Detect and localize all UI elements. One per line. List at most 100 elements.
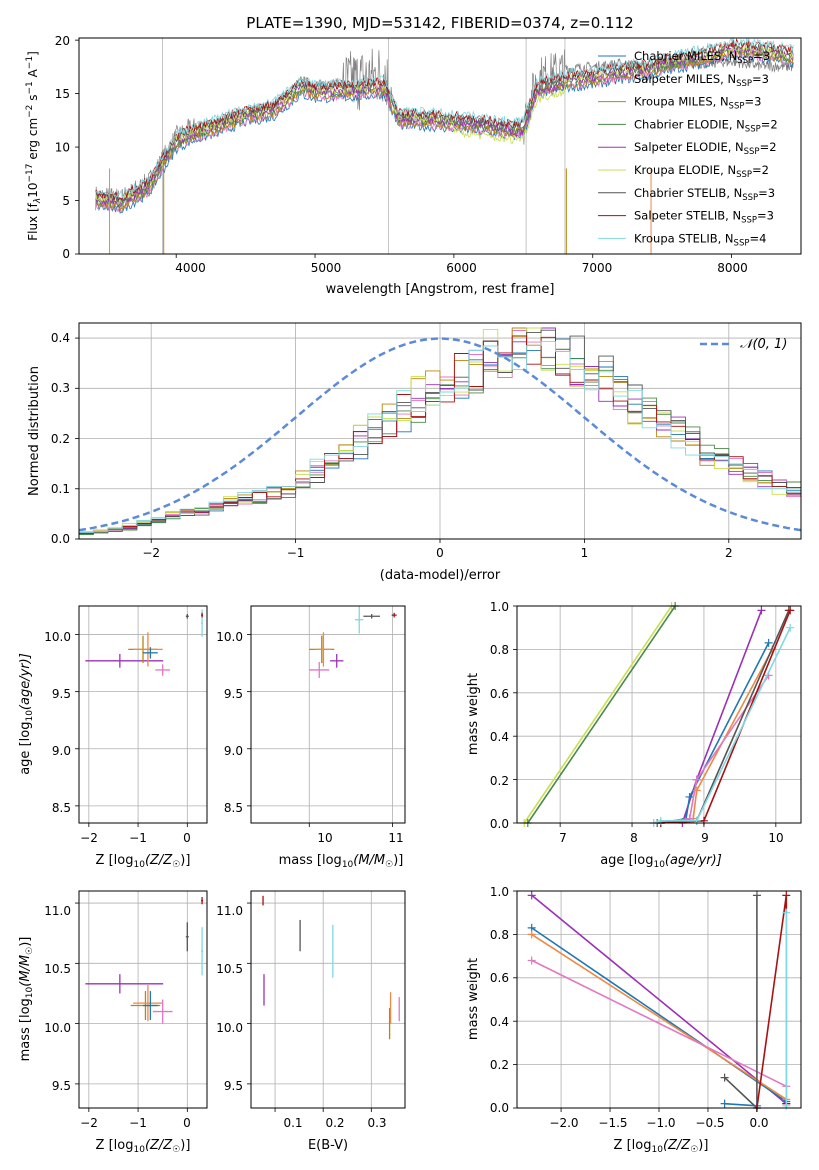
error-bar-point <box>355 606 364 634</box>
mass-weight-marker <box>692 775 701 784</box>
model-spectrum <box>95 41 794 203</box>
spectrum-y-tick: 20 <box>55 34 70 48</box>
mass-weight-line <box>531 894 787 1105</box>
error-bar-point <box>143 647 158 659</box>
y-axis-label: age [log10(age/yr)] <box>18 653 35 775</box>
mass-weight-marker <box>720 1073 729 1082</box>
residual-x-tick: 2 <box>725 546 733 560</box>
residual-x-ticks: −2 −1 0 1 2 <box>142 546 732 560</box>
error-bar-point <box>201 612 204 618</box>
y-tick: 1.0 <box>490 885 509 899</box>
spectrum-x-ticks: 4000 5000 6000 7000 8000 <box>175 261 748 275</box>
mass-weight-line <box>527 605 676 824</box>
mass-weight-marker <box>786 623 795 632</box>
error-bar-point <box>363 613 381 619</box>
mass-vs-metallicity-panel: −2 −1 0 9.5 10.0 10.5 11.0 Z [log10(Z/Z☉… <box>18 890 208 1155</box>
residual-y-ticks: 0.0 0.1 0.2 0.3 0.4 <box>51 331 70 546</box>
error-bar-point <box>152 999 173 1024</box>
spectrum-panel: 4000 5000 6000 7000 8000 0 5 10 15 20 wa… <box>25 34 802 297</box>
ylabel-part: −1 <box>25 56 35 69</box>
y-tick: 0.2 <box>490 774 509 788</box>
x-tick: −2 <box>80 1116 98 1130</box>
error-bar-point <box>133 632 163 667</box>
legend-label: Salpeter MILES, NSSP=3 <box>634 72 769 89</box>
model-spectrum <box>95 45 794 208</box>
x-tick: −1.5 <box>598 1116 627 1130</box>
x-tick: 0.2 <box>325 1116 344 1130</box>
spectrum-y-tick: 5 <box>62 194 70 208</box>
x-tick: −1.0 <box>646 1116 675 1130</box>
y-tick: 0.6 <box>490 687 509 701</box>
model-spectrum <box>95 48 794 212</box>
error-bar-point <box>85 974 164 994</box>
x-tick: −2 <box>80 831 98 845</box>
y-tick: 0.2 <box>490 1058 509 1072</box>
y-tick: 9.0 <box>224 744 243 758</box>
residual-panel: −2 −1 0 1 2 0.0 0.1 0.2 0.3 0.4 (data-mo… <box>27 322 802 583</box>
spectrum-series <box>95 37 794 254</box>
legend-label: Kroupa ELODIE, NSSP=2 <box>634 163 769 180</box>
error-bar-point <box>155 664 171 676</box>
residual-y-tick: 0.1 <box>51 482 70 496</box>
mass-weight-line <box>531 933 787 1100</box>
ylabel-part: ] <box>26 51 40 56</box>
mass-weight-line <box>531 959 787 1088</box>
x-tick: 9 <box>701 831 709 845</box>
ylabel-part: s <box>26 95 40 105</box>
error-bar-point <box>330 653 344 668</box>
y-tick: 8.5 <box>52 801 71 815</box>
y-tick: 11.0 <box>216 904 243 918</box>
residual-x-tick: −2 <box>142 546 160 560</box>
mass-weight-line <box>523 605 673 824</box>
residual-histogram <box>79 327 801 533</box>
legend-label: Chabrier MILES, NSSP=3 <box>634 49 770 66</box>
massweight-vs-age-panel: 7 8 9 10 0.0 0.2 0.4 0.6 0.8 1.0 age [lo… <box>466 600 802 870</box>
mass-vs-ebv-panel: 0.1 0.2 0.3 9.5 10.0 10.5 11.0 E(B-V) <box>216 890 406 1153</box>
y-tick: 0.0 <box>490 817 509 831</box>
y-tick: 10.0 <box>44 1021 71 1035</box>
y-tick: 10.0 <box>216 1021 243 1035</box>
error-bar-point <box>133 985 163 1022</box>
y-tick: 10.0 <box>44 630 71 644</box>
error-bar-point <box>315 632 332 667</box>
y-tick: 0.8 <box>490 928 509 942</box>
mass-weight-marker <box>685 792 694 801</box>
spectrum-y-tick: 10 <box>55 141 70 155</box>
y-tick: 8.5 <box>224 801 243 815</box>
ylabel-part: −17 <box>25 164 35 183</box>
x-tick: 10 <box>768 831 783 845</box>
residual-y-label: Normed distribution <box>27 366 42 496</box>
residual-y-tick: 0.2 <box>51 432 70 446</box>
error-bar-point <box>185 922 189 952</box>
y-tick: 10.5 <box>216 962 243 976</box>
x-tick: 11 <box>388 831 403 845</box>
y-axis-label: mass weight <box>466 958 481 1040</box>
ylabel-part: −2 <box>25 105 35 118</box>
mass-weight-marker <box>764 638 773 647</box>
spectrum-x-tick: 6000 <box>446 261 477 275</box>
residual-y-tick: 0.4 <box>51 331 70 345</box>
x-tick: 0.1 <box>283 1116 302 1130</box>
residual-x-tick: 0 <box>436 546 444 560</box>
legend-label: Salpeter ELODIE, NSSP=2 <box>634 140 777 157</box>
residual-histogram <box>79 329 801 535</box>
mass-weight-line <box>724 1102 757 1107</box>
spectrum-x-label: wavelength [Angstrom, rest frame] <box>326 282 555 297</box>
spectrum-x-tick: 7000 <box>582 261 613 275</box>
y-tick: 0.4 <box>490 730 509 744</box>
y-tick: 1.0 <box>490 600 509 614</box>
legend-label: Kroupa MILES, NSSP=3 <box>634 95 761 112</box>
legend-label: Salpeter STELIB, NSSP=3 <box>634 209 774 226</box>
spectrum-legend: Chabrier MILES, NSSP=3 Salpeter MILES, NS… <box>598 49 778 248</box>
x-tick: −1 <box>129 1116 147 1130</box>
y-tick: 10.5 <box>44 962 71 976</box>
ylabel-part: A <box>26 68 40 81</box>
age-vs-metallicity-panel: −2 −1 0 8.5 9.0 9.5 10.0 Z [log10(Z/Z☉)]… <box>18 605 208 870</box>
x-tick: 0 <box>183 831 191 845</box>
x-tick: 0.3 <box>367 1116 386 1130</box>
x-tick: −0.5 <box>695 1116 724 1130</box>
error-bar-point <box>143 991 158 1020</box>
y-tick: 0.8 <box>490 643 509 657</box>
error-bar-point <box>309 661 330 678</box>
